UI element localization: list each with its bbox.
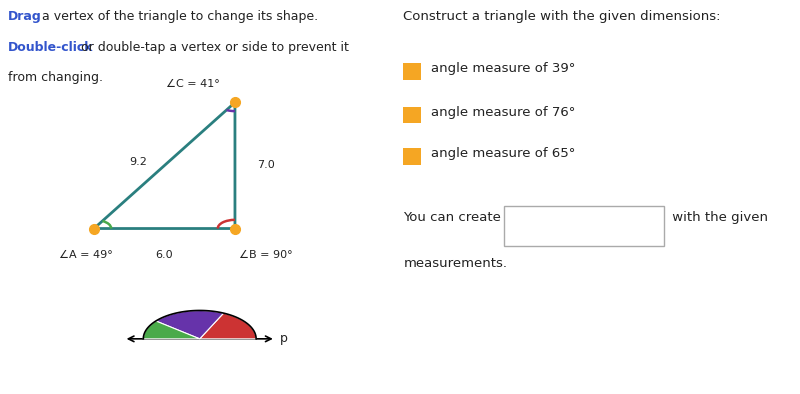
Bar [403,148,421,165]
Text: a vertex of the triangle to change its shape.: a vertex of the triangle to change its s… [38,10,318,23]
Text: Drag: Drag [8,10,42,23]
Text: You can create: You can create [403,211,506,224]
Text: ✓: ✓ [514,212,524,225]
Bar [403,63,421,80]
Text: measurements.: measurements. [403,257,507,270]
Bar [403,107,421,123]
Text: Double-click: Double-click [8,41,94,54]
Text: 7.0: 7.0 [257,160,274,171]
Text: ∠A = 49°: ∠A = 49° [59,250,113,260]
Text: angle measure of 39°: angle measure of 39° [430,63,575,75]
Text: or double-tap a vertex or side to prevent it: or double-tap a vertex or side to preven… [77,41,349,54]
FancyBboxPatch shape [503,206,664,246]
Text: many triangles: many triangles [534,212,627,225]
Text: 9.2: 9.2 [130,156,147,167]
Text: from changing.: from changing. [8,71,103,84]
Wedge shape [143,321,200,339]
Text: p: p [280,333,287,345]
Text: ∠C = 41°: ∠C = 41° [166,79,219,89]
Text: angle measure of 65°: angle measure of 65° [430,147,575,160]
Text: 6.0: 6.0 [156,250,174,260]
Text: ∠B = 90°: ∠B = 90° [239,250,293,260]
Text: with the given: with the given [668,211,768,224]
Text: Construct a triangle with the given dimensions:: Construct a triangle with the given dime… [403,10,721,23]
Wedge shape [200,313,256,339]
Wedge shape [156,310,223,339]
Text: ⌄: ⌄ [643,212,654,225]
Text: angle measure of 76°: angle measure of 76° [430,106,575,119]
